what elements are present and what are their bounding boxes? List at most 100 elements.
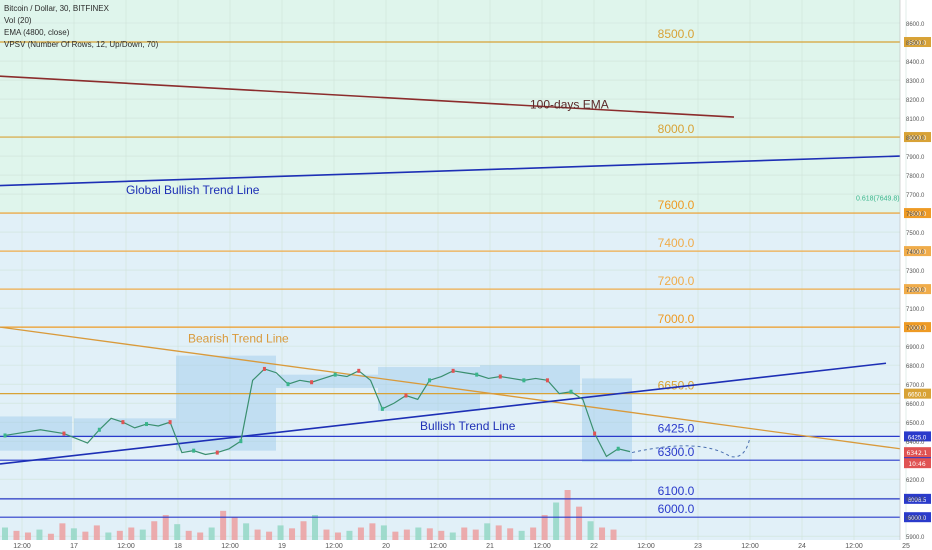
level-axis-tag [904, 37, 931, 48]
time-tick: 25 [902, 543, 910, 550]
volume-bar [105, 532, 112, 540]
level-label: 7000.0 [658, 312, 695, 326]
volume-bar [369, 523, 376, 540]
price-tick: 8300.0 [906, 79, 925, 85]
fib-label: 0.618(7649.8) [856, 196, 900, 203]
volume-bar [541, 515, 548, 540]
candle [428, 378, 432, 383]
time-tick: 12:00 [221, 543, 239, 550]
candle [522, 378, 526, 383]
volume-bar [323, 529, 330, 540]
candle [62, 431, 66, 436]
volume-indicator-label: Vol (20) [4, 16, 32, 25]
bearish-trend-line [0, 326, 901, 450]
volume-bar [380, 525, 387, 540]
level-label: 6300.0 [658, 445, 695, 459]
level-axis-tag [904, 208, 931, 219]
volume-bar [24, 532, 31, 540]
global-bullish-trend-line [0, 155, 901, 187]
volume-bar [277, 525, 284, 540]
profile-box [0, 416, 72, 451]
price-tick: 8400.0 [906, 60, 925, 66]
level-axis-tag-text: 7400.0 [908, 250, 927, 256]
volume-bar [254, 529, 261, 540]
volume-bar [426, 528, 433, 540]
price-tick: 6200.0 [906, 478, 925, 484]
price-tick: 6900.0 [906, 345, 925, 351]
candle [97, 427, 101, 432]
time-axis-background [0, 540, 900, 550]
volume-bar [530, 527, 537, 540]
candle [451, 368, 455, 373]
candle [404, 393, 408, 398]
price-tick: 7000.0 [906, 326, 925, 332]
volume-bar [403, 529, 410, 540]
candle [239, 439, 243, 444]
countdown-text: 10:46 [908, 461, 925, 468]
price-tick: 7100.0 [906, 307, 925, 313]
candle [333, 372, 337, 377]
volume-bar [599, 527, 606, 540]
level-axis-tag [904, 284, 931, 295]
price-tick: 6400.0 [906, 440, 925, 446]
price-tick: 7300.0 [906, 269, 925, 275]
time-tick: 12:00 [325, 543, 343, 550]
bullish-trend-annotation: Bullish Trend Line [420, 419, 516, 433]
volume-bar [220, 510, 227, 540]
time-tick: 23 [694, 543, 702, 550]
current-price-text: 6342.1 [907, 450, 928, 457]
volume-bar [472, 529, 479, 540]
price-tick: 8200.0 [906, 98, 925, 104]
time-tick: 12:00 [845, 543, 863, 550]
level-label: 6425.0 [658, 421, 695, 435]
price-line [4, 368, 631, 458]
volume-bar [13, 530, 20, 540]
time-axis: 12:00 17 12:00 18 12:00 19 12:00 20 12:00 21 12:00… [13, 543, 910, 550]
volume-bar [266, 531, 273, 540]
volume-bar [587, 521, 594, 540]
candle [475, 372, 479, 377]
volume-bar [47, 533, 54, 540]
level-axis-tag-text: 8500.0 [908, 41, 927, 47]
candle [192, 448, 196, 453]
candle [498, 374, 502, 379]
volume-bar [357, 527, 364, 540]
level-label: 6650.0 [658, 379, 695, 393]
profile-box [276, 374, 378, 388]
trend-lines [0, 75, 901, 465]
global-trend-annotation: Global Bullish Trend Line [126, 183, 260, 197]
volume-bar [36, 529, 43, 540]
level-axis-tag-text: 6096.5 [908, 498, 927, 504]
price-axis: 8500.0 8000.0 7600.0 7400.0 7200.0 7000.0 6650… [899, 0, 931, 541]
volume-bar [174, 524, 181, 540]
candle [168, 420, 172, 425]
time-tick: 12:00 [637, 543, 655, 550]
price-tick: 6800.0 [906, 364, 925, 370]
volume-bar [461, 527, 468, 540]
price-tick: 5900.0 [906, 535, 925, 541]
volume-bar [162, 515, 169, 540]
candle [286, 382, 290, 387]
candle [3, 433, 7, 438]
current-price-tag [904, 447, 931, 458]
time-tick: 12:00 [117, 543, 135, 550]
price-tick: 6500.0 [906, 421, 925, 427]
volume-bar [151, 521, 158, 540]
time-tick: 20 [382, 543, 390, 550]
price-tick: 8000.0 [906, 136, 925, 142]
price-tick: 6000.0 [906, 516, 925, 522]
candle [616, 446, 620, 451]
volume-bar [553, 502, 560, 540]
volume-bar [128, 527, 135, 540]
level-axis-tag [904, 246, 931, 257]
volume-bar [116, 530, 123, 540]
level-axis-tag [904, 431, 931, 442]
level-axis-tag [904, 512, 931, 523]
volume-bar [438, 530, 445, 540]
time-tick: 21 [486, 543, 494, 550]
price-tick: 6100.0 [906, 497, 925, 503]
vpsv-indicator-label: VPSV (Number Of Rows, 12, Up/Down, 70) [4, 40, 159, 49]
candle [545, 378, 549, 383]
volume-bar [518, 530, 525, 540]
